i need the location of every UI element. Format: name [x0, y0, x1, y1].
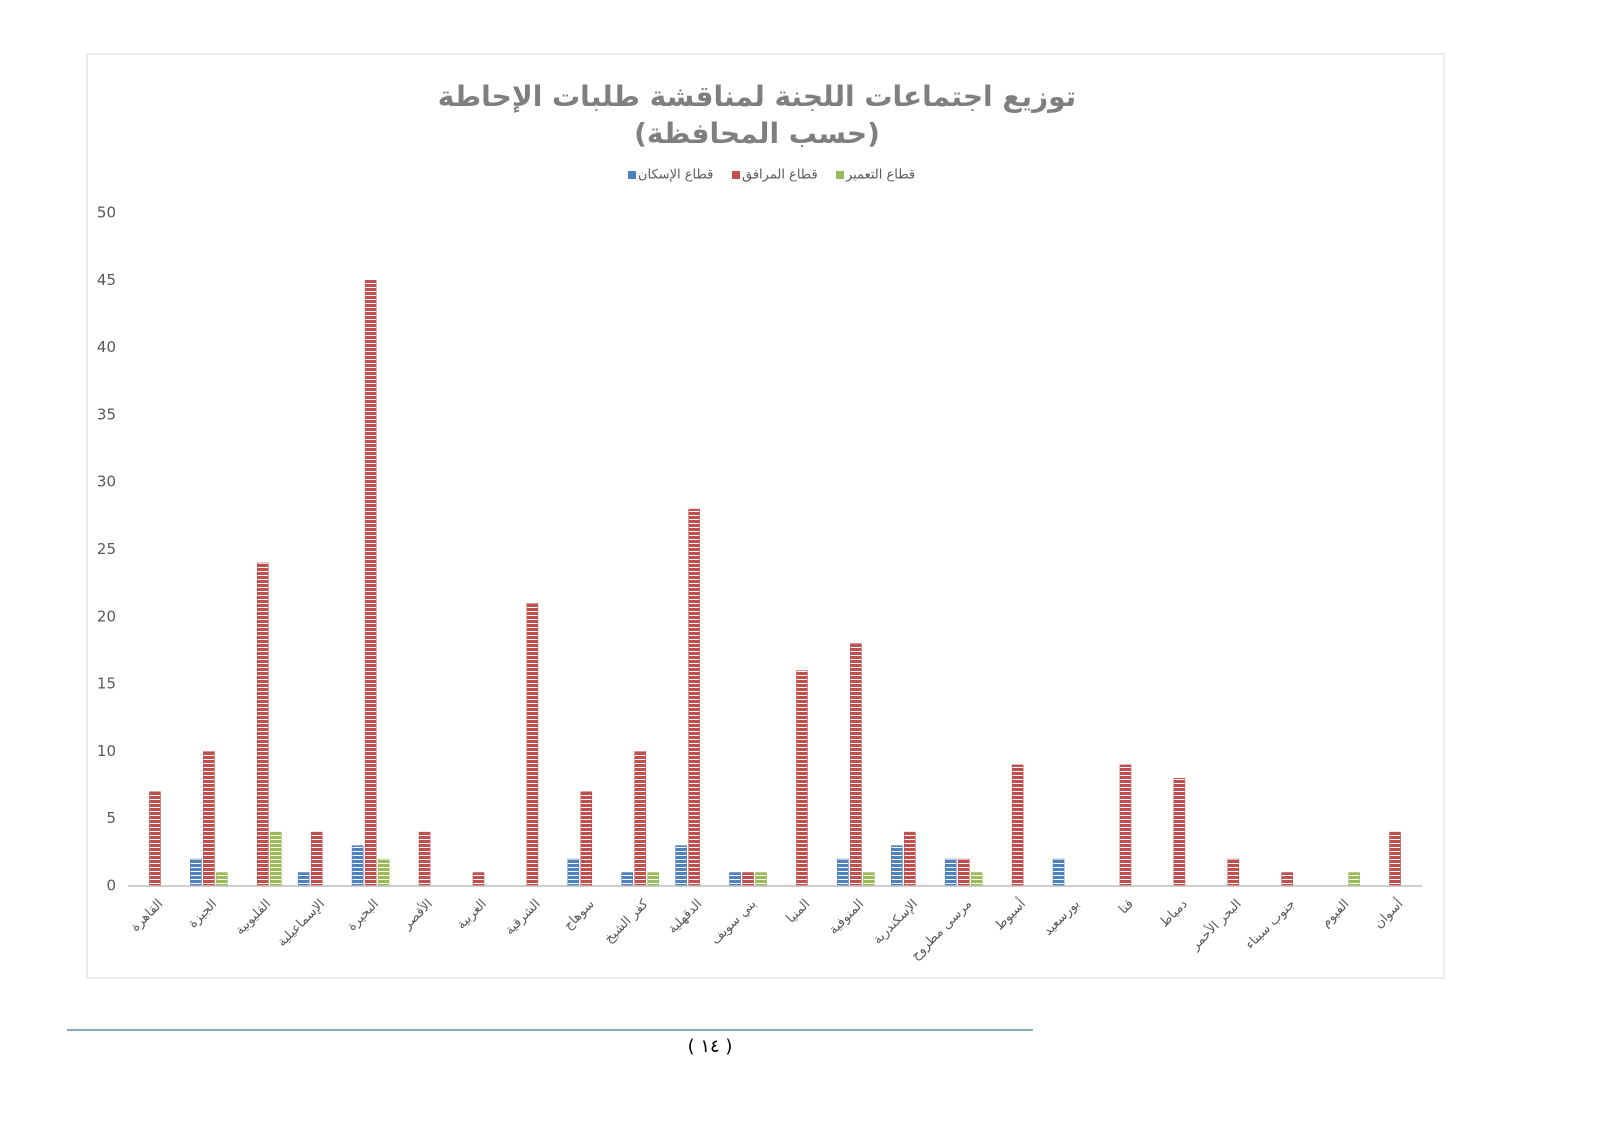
legend-swatch [732, 171, 740, 179]
bar [1348, 872, 1360, 887]
bar [970, 872, 983, 887]
chart-subtitle: (حسب المحافظة) [634, 117, 880, 150]
y-tick-label: 50 [97, 204, 116, 222]
bar [310, 831, 323, 887]
bar [755, 872, 767, 887]
bar [903, 831, 916, 887]
bar [1011, 764, 1024, 887]
bar [863, 872, 875, 887]
bar [957, 858, 970, 887]
y-tick-label: 25 [97, 540, 116, 558]
legend-swatch [628, 171, 636, 179]
bar [688, 508, 700, 887]
y-tick-label: 15 [97, 675, 116, 693]
legend-swatch [836, 171, 844, 179]
bar [256, 562, 269, 887]
page-number: ( ١٤ ) [688, 1036, 733, 1057]
y-tick-label: 30 [97, 473, 116, 491]
bar [647, 872, 660, 887]
bar [1052, 858, 1065, 887]
y-tick-label: 45 [97, 271, 116, 289]
bar [1281, 872, 1294, 887]
y-tick-label: 10 [97, 742, 116, 760]
bar [634, 751, 647, 887]
bar [837, 858, 849, 887]
y-tick-label: 20 [97, 607, 116, 625]
bar [1119, 764, 1132, 887]
chart-title: توزيع اجتماعات اللجنة لمناقشة طلبات الإح… [438, 80, 1076, 113]
y-tick-label: 5 [106, 809, 116, 827]
bar [850, 643, 862, 887]
bar [1173, 778, 1186, 887]
bar [944, 858, 957, 887]
bar [190, 858, 202, 887]
bar [216, 872, 228, 887]
bar [1227, 858, 1240, 887]
bar [796, 670, 808, 887]
legend-label: قطاع الإسكان [638, 168, 713, 183]
bar [149, 791, 161, 887]
legend-label: قطاع التعمير [845, 168, 915, 183]
bar [890, 845, 903, 887]
bar [297, 872, 310, 887]
bar [377, 858, 390, 887]
bar [675, 845, 687, 887]
bar [351, 845, 364, 887]
bar [1389, 831, 1401, 887]
bar [203, 751, 215, 887]
bar [472, 872, 485, 887]
y-tick-label: 35 [97, 405, 116, 423]
bar [567, 858, 580, 887]
bar [364, 279, 377, 887]
bar [580, 791, 593, 887]
bar [418, 831, 431, 887]
legend-label: قطاع المرافق [742, 168, 818, 183]
bar [742, 872, 754, 887]
chart-frame [86, 53, 1445, 979]
bar [269, 831, 282, 887]
y-tick-label: 40 [97, 338, 116, 356]
y-tick-label: 0 [106, 877, 116, 895]
bar [526, 603, 539, 887]
bar [621, 872, 634, 887]
bar [729, 872, 741, 887]
